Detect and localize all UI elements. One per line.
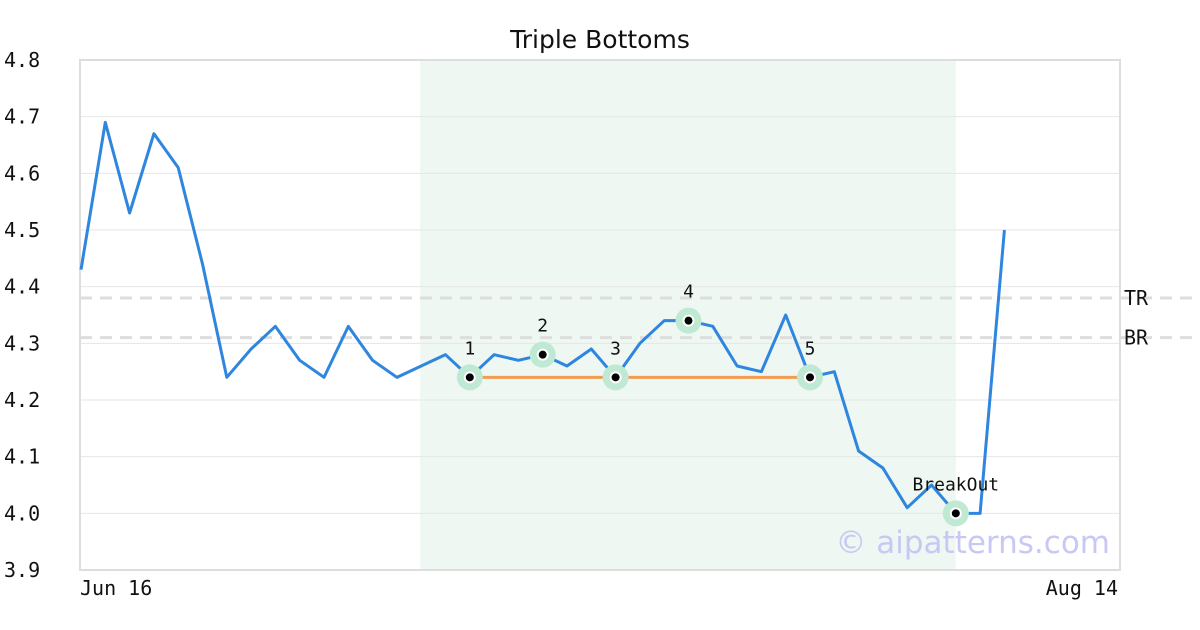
y-tick-label: 4.7 xyxy=(4,105,40,129)
marker-point xyxy=(804,371,816,384)
marker-label: 3 xyxy=(610,338,621,359)
y-tick-label: 4.1 xyxy=(4,445,40,469)
marker-3: 3 xyxy=(602,338,629,391)
plot-frame xyxy=(79,59,1121,571)
marker-breakout: BreakOut xyxy=(912,474,999,527)
y-tick-label: 3.9 xyxy=(4,558,40,582)
chart-title: Triple Bottoms xyxy=(509,25,690,54)
marker-point xyxy=(682,314,695,327)
reference-lines: TR BR xyxy=(80,286,1200,350)
marker-label: 2 xyxy=(537,316,548,337)
marker-5: 5 xyxy=(797,338,823,391)
marker-label: 1 xyxy=(464,338,475,359)
marker-label: 4 xyxy=(683,282,694,303)
marker-label: 5 xyxy=(805,338,816,359)
reference-label-br: BR xyxy=(1124,326,1149,350)
marker-point xyxy=(463,371,476,384)
y-tick-label: 4.3 xyxy=(4,331,40,355)
y-tick-label: 4.0 xyxy=(4,501,40,525)
y-tick-label: 4.6 xyxy=(4,161,40,185)
y-tick-label: 4.2 xyxy=(4,388,40,412)
y-tick-label: 4.5 xyxy=(4,218,40,242)
marker-1: 1 xyxy=(456,338,483,391)
x-tick-label-end: Aug 14 xyxy=(1046,576,1118,600)
pattern-markers: 1 2 3 4 5 BreakOut xyxy=(456,282,999,527)
y-tick-label: 4.8 xyxy=(4,48,40,72)
watermark: © aipatterns.com xyxy=(835,525,1110,561)
marker-4: 4 xyxy=(675,282,702,334)
y-tick-labels: 3.9 4.0 4.1 4.2 4.3 4.4 4.5 4.6 4.7 4.8 xyxy=(4,48,40,582)
marker-label: BreakOut xyxy=(912,474,999,495)
x-tick-label-start: Jun 16 xyxy=(80,576,152,600)
marker-2: 2 xyxy=(529,316,556,368)
reference-label-tr: TR xyxy=(1124,286,1149,310)
marker-point xyxy=(949,507,962,520)
y-gridlines xyxy=(80,116,1120,514)
marker-point xyxy=(609,371,622,384)
y-tick-label: 4.4 xyxy=(4,275,40,299)
marker-point xyxy=(536,348,549,361)
